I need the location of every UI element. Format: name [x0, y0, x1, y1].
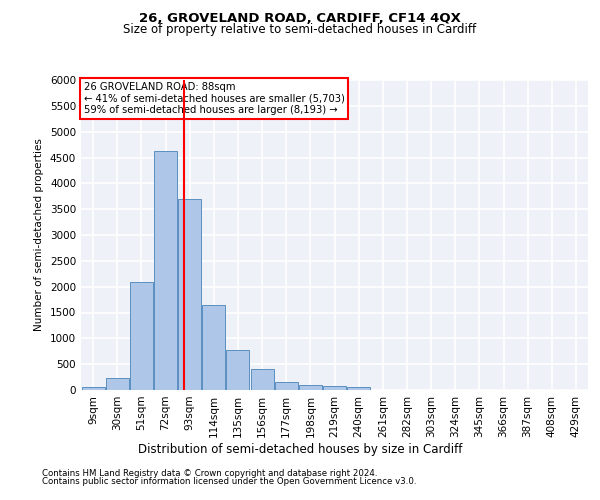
Text: 26 GROVELAND ROAD: 88sqm
← 41% of semi-detached houses are smaller (5,703)
59% o: 26 GROVELAND ROAD: 88sqm ← 41% of semi-d…	[83, 82, 344, 115]
Y-axis label: Number of semi-detached properties: Number of semi-detached properties	[34, 138, 44, 332]
Bar	[154, 152, 177, 390]
Bar	[226, 350, 250, 390]
Bar	[82, 388, 104, 390]
Bar	[178, 199, 201, 390]
Bar	[130, 282, 153, 390]
Bar	[275, 382, 298, 390]
Bar	[347, 387, 370, 390]
Text: Contains public sector information licensed under the Open Government Licence v3: Contains public sector information licen…	[42, 477, 416, 486]
Bar	[299, 385, 322, 390]
Bar	[323, 386, 346, 390]
Bar	[202, 304, 225, 390]
Bar	[251, 370, 274, 390]
Bar	[106, 378, 128, 390]
Text: Size of property relative to semi-detached houses in Cardiff: Size of property relative to semi-detach…	[124, 22, 476, 36]
Text: Distribution of semi-detached houses by size in Cardiff: Distribution of semi-detached houses by …	[138, 442, 462, 456]
Text: Contains HM Land Registry data © Crown copyright and database right 2024.: Contains HM Land Registry data © Crown c…	[42, 468, 377, 477]
Text: 26, GROVELAND ROAD, CARDIFF, CF14 4QX: 26, GROVELAND ROAD, CARDIFF, CF14 4QX	[139, 12, 461, 26]
